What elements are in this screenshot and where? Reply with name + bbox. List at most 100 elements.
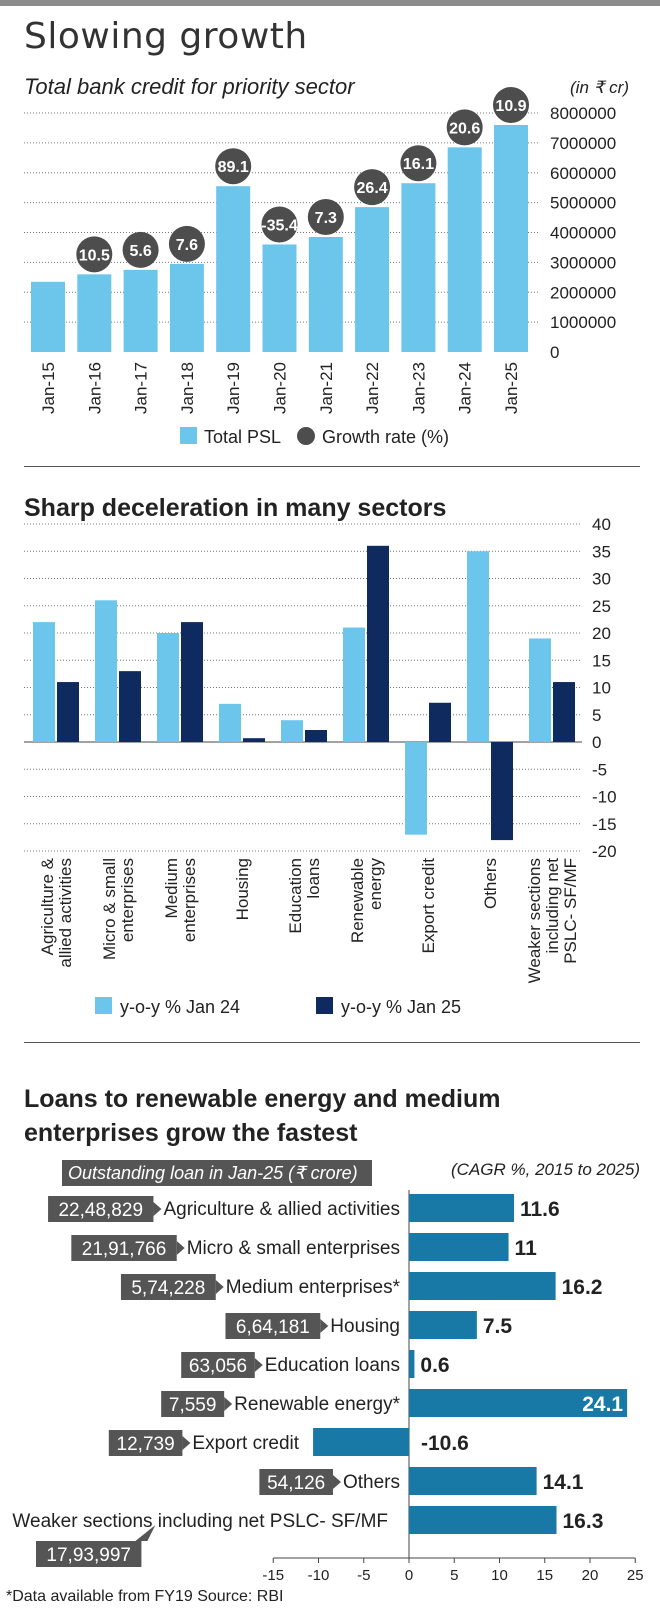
cagr-value-label: 11 [515,1237,538,1260]
chart1-subtitle: Total bank credit for priority sector [24,74,355,99]
legend-swatch-total-psl [180,427,197,444]
x-tick-label: Educationloans [286,858,323,934]
growth-rate-marker [354,169,391,206]
y-tick-label: 1000000 [550,313,616,332]
growth-rate-marker [168,225,205,262]
x-tick-label: 5 [450,1567,458,1584]
outstanding-pointer [224,1397,233,1411]
cagr-bar [313,1428,409,1456]
growth-rate-marker [261,206,298,243]
growth-rate-label: 89.1 [218,159,249,176]
outstanding-pointer [176,1241,185,1255]
bar-jan24 [219,703,241,742]
outstanding-pointer [153,1202,162,1216]
y-tick-label: 20 [592,624,611,643]
category-label: Export credit [192,1433,299,1454]
bar-jan25 [491,742,513,841]
x-tick-label: 10 [491,1567,508,1584]
psl-bar [494,124,528,352]
growth-rate-label: 5.6 [129,243,151,260]
x-tick-label: Jan-19 [224,362,243,414]
bar-jan24 [405,742,427,835]
legend-swatch-jan24 [95,997,112,1014]
psl-bar-chart: 0 1000000 2000000 3000000 4000000 5000000 6000… [24,86,616,447]
x-tick-label: Jan-24 [456,362,475,414]
outstanding-box [259,1469,333,1495]
category-label: Housing [330,1316,400,1337]
bar-jan25 [57,682,79,742]
section-divider [24,466,640,467]
outstanding-pointer [182,1436,191,1450]
y-tick-label: 30 [592,570,611,589]
outstanding-value: 12,739 [117,1434,175,1455]
growth-rate-label: -35.4 [261,217,298,234]
x-tick-label: -5 [357,1567,370,1584]
x-tick-label: Weaker sectionsincluding netPSLC- SF/MF [525,858,580,984]
cagr-bar [409,1350,415,1378]
x-tick-label: Export credit [419,858,438,954]
outstanding-pointer [135,1525,156,1541]
legend-swatch-growth-rate [297,427,315,445]
chart1-title: Slowing growth [24,16,308,57]
cagr-value-label: 7.5 [483,1315,513,1338]
growth-rate-label: 7.3 [315,210,337,227]
cagr-value-label: 11.6 [520,1198,560,1221]
category-label: Weaker sections including net PSLC- SF/M… [12,1511,388,1532]
psl-bar [401,183,436,352]
legend-label: y-o-y % Jan 24 [120,997,240,1017]
y-tick-label: 40 [592,515,611,534]
cagr-bar [409,1467,537,1495]
x-tick-label: Jan-16 [85,362,104,414]
x-tick-label: Renewableenergy [348,858,385,944]
chart3-right-caption: (CAGR %, 2015 to 2025) [451,1160,640,1179]
y-tick-label: 15 [592,651,611,670]
y-tick-label: 4000000 [550,224,616,243]
category-label: Agriculture & allied activities [163,1199,400,1220]
cagr-bar [409,1233,509,1261]
y-tick-label: 0 [550,343,559,362]
bar-jan24 [157,633,179,742]
outstanding-value: 63,056 [189,1356,247,1377]
y-tick-label: -10 [592,788,617,807]
bar-jan25 [367,545,389,742]
outstanding-value: 6,64,181 [236,1317,310,1338]
y-tick-label: 3000000 [550,253,616,272]
outstanding-pointer [254,1358,263,1372]
bar-jan25 [429,702,451,742]
growth-rate-marker [446,109,483,146]
y-tick-label: 10 [592,679,611,698]
cagr-value-label: -10.6 [421,1432,469,1455]
y-tick-label: 8000000 [550,104,616,123]
psl-bar [123,269,158,352]
outstanding-pointer [320,1319,329,1333]
category-label: Medium enterprises* [226,1277,401,1298]
y-tick-label: -15 [592,815,617,834]
cagr-value-label: 24.1 [582,1393,623,1416]
x-tick-label: 25 [627,1567,644,1584]
y-tick-label: 5 [592,706,601,725]
bar-jan24 [467,551,489,742]
psl-bar [355,207,390,352]
cagr-bar [409,1389,628,1417]
y-tick-label: 25 [592,597,611,616]
y-tick-label: 6000000 [550,164,616,183]
chart2-title: Sharp deceleration in many sectors [24,494,447,522]
top-rule [0,0,660,6]
outstanding-box [71,1235,177,1261]
x-tick-label: 0 [405,1567,413,1584]
growth-rate-label: 20.6 [449,120,480,137]
growth-rate-label: 26.4 [357,180,388,197]
cagr-value-label: 16.2 [562,1276,603,1299]
chart3-title: Loans to renewable energy and medium ent… [24,1085,501,1147]
growth-rate-marker [215,148,252,185]
legend-swatch-jan25 [316,997,333,1014]
outstanding-value: 22,48,829 [58,1200,143,1221]
y-tick-label: 2000000 [550,283,616,302]
outstanding-value: 54,126 [267,1473,325,1494]
outstanding-box [161,1391,225,1417]
y-tick-label: 5000000 [550,194,616,213]
bar-jan25 [119,671,141,742]
footnote: *Data available from FY19 Source: RBI [6,1588,284,1605]
cagr-bar [409,1194,514,1222]
